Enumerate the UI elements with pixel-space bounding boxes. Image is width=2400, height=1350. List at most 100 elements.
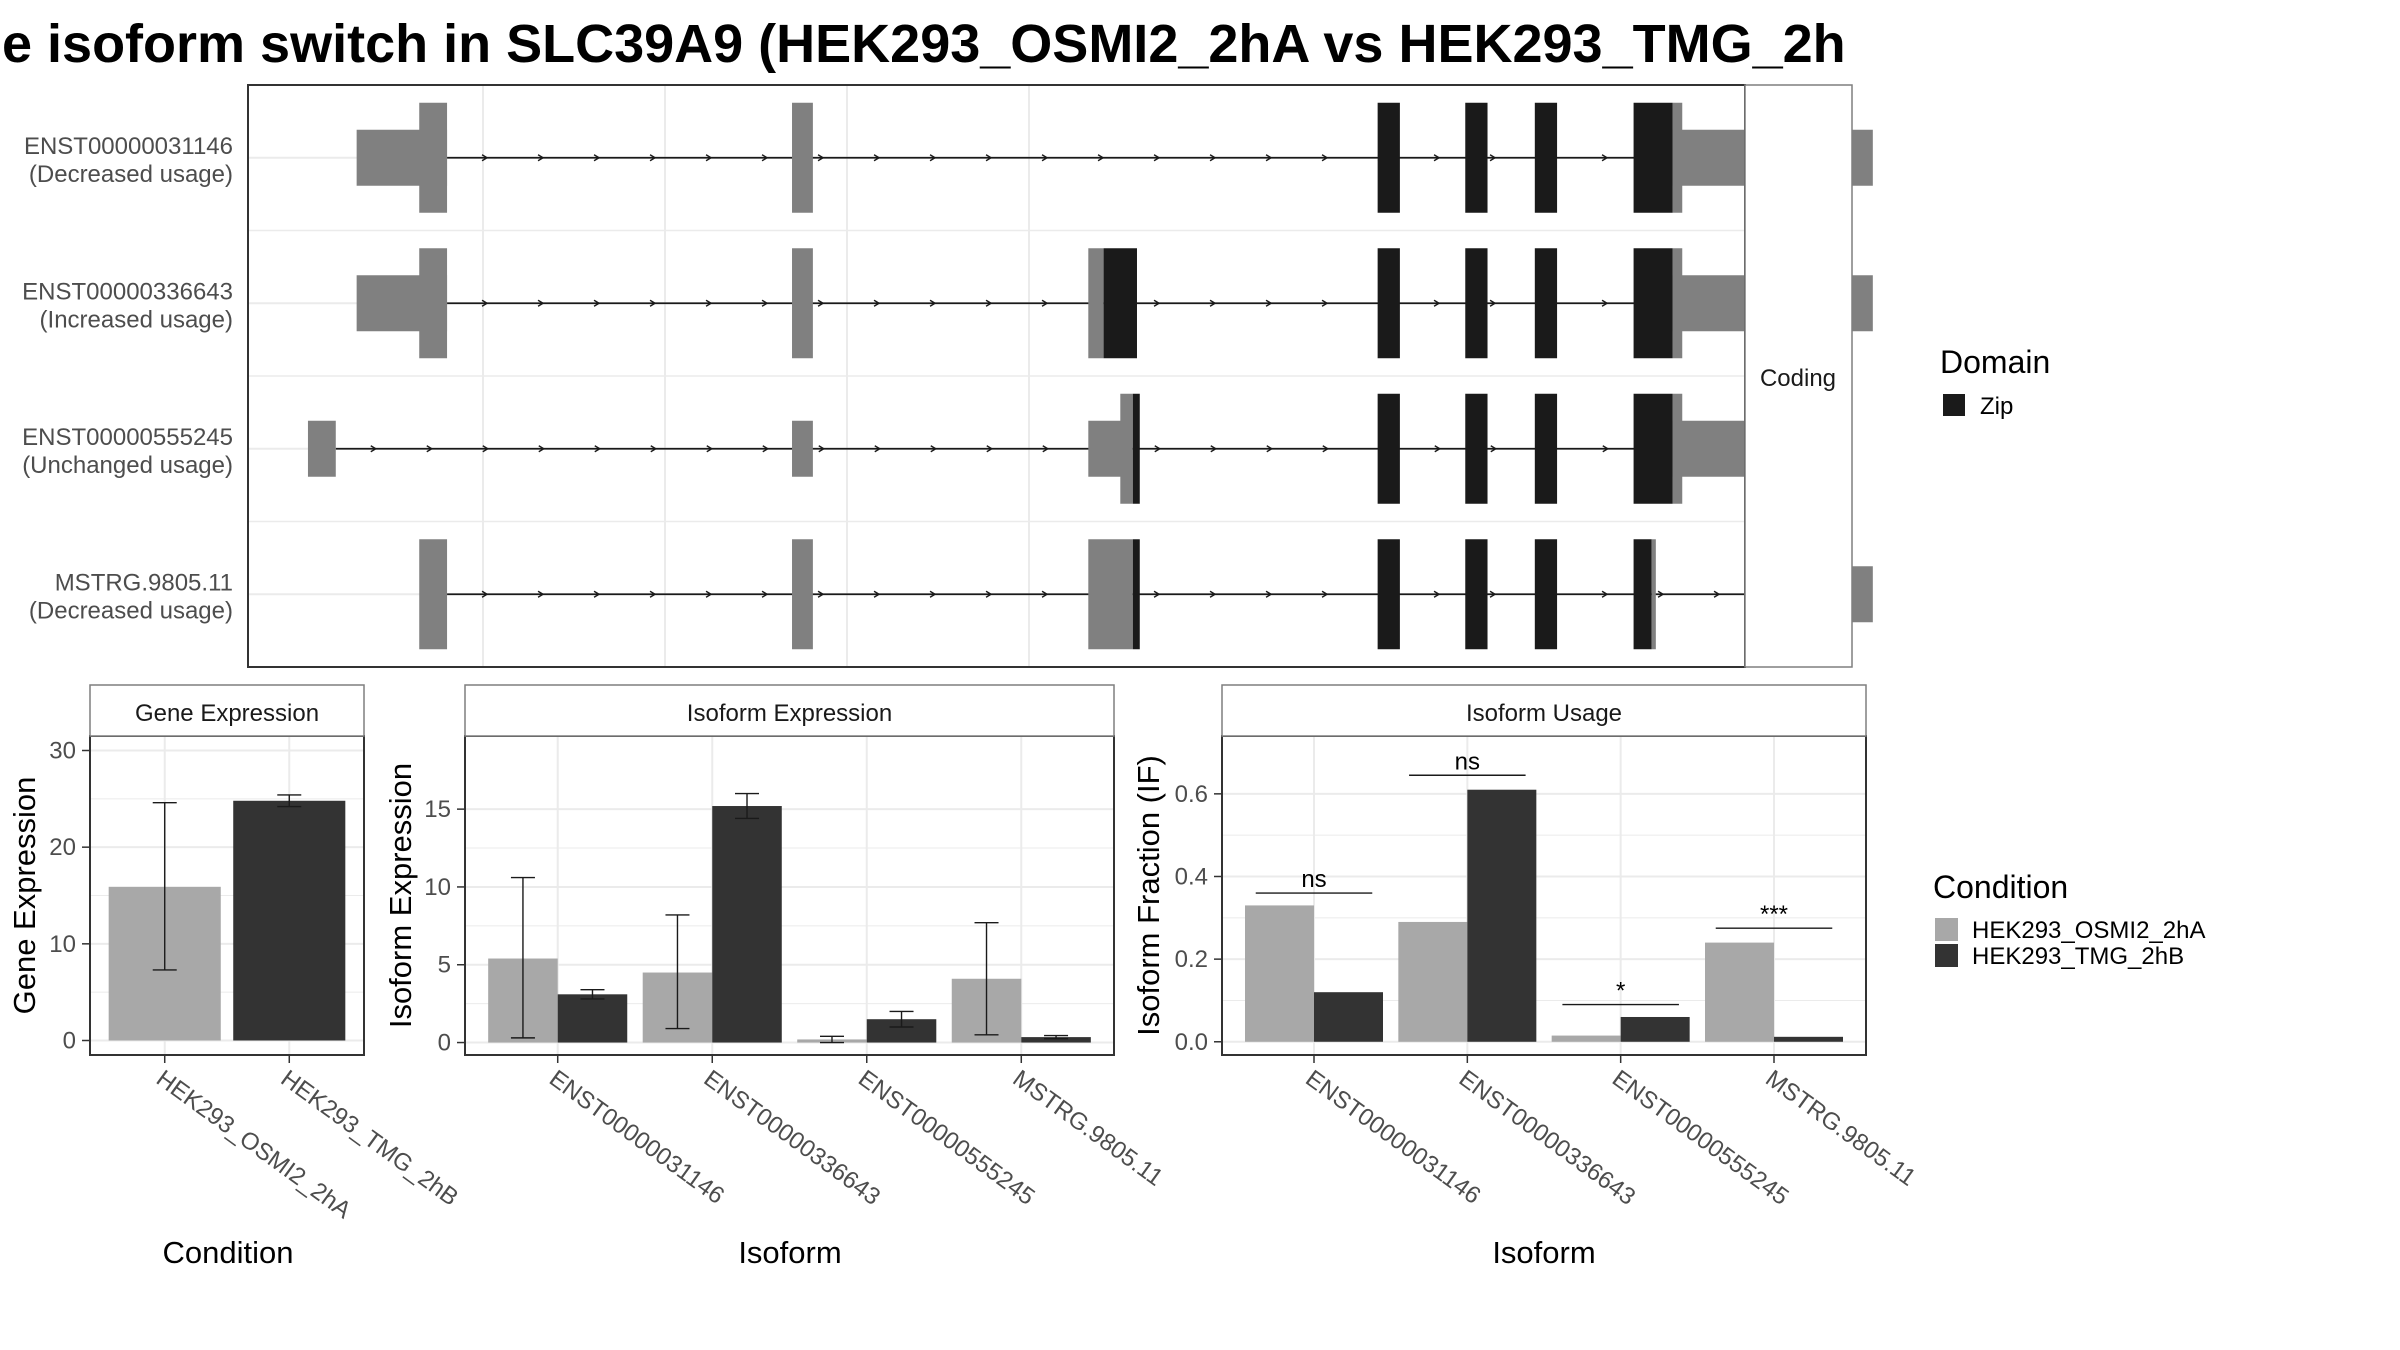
intron-arrow (650, 445, 658, 453)
transcript-status-label: (Unchanged usage) (22, 452, 233, 479)
transcript-status-label: (Decreased usage) (29, 161, 233, 188)
exon-block (419, 539, 448, 650)
y-axis-title: Isoform Expression (383, 763, 418, 1028)
y-tick-label: 30 (49, 738, 76, 765)
y-tick-label: 0.0 (1175, 1029, 1208, 1056)
intron-arrow (1265, 299, 1273, 307)
zip-domain-exon (1132, 393, 1140, 504)
zip-domain-exon (1377, 539, 1400, 650)
y-tick-label: 0 (438, 1030, 451, 1057)
intron-arrow (929, 154, 937, 162)
intron-arrow (426, 445, 434, 453)
intron-arrow (1489, 299, 1497, 307)
intron-arrow (1210, 445, 1218, 453)
exon-block (1672, 248, 1683, 359)
bar (1774, 1036, 1843, 1042)
domain-legend-key (1943, 394, 1965, 416)
y-tick-label: 0.2 (1175, 946, 1208, 973)
exon-block (1672, 102, 1683, 213)
intron-arrow (1041, 590, 1049, 598)
panel-strip (464, 684, 1115, 737)
exon-block (1088, 420, 1122, 477)
zip-domain-exon (1377, 102, 1400, 213)
intron-arrow (1265, 590, 1273, 598)
exon-block (792, 539, 813, 650)
panel-strip-title: Gene Expression (135, 700, 319, 727)
zip-domain-exon (1534, 102, 1558, 213)
intron-arrow (705, 299, 713, 307)
intron-arrow (762, 445, 770, 453)
intron-arrow (985, 154, 993, 162)
y-tick-label: 10 (49, 931, 76, 958)
zip-domain-exon (1534, 393, 1558, 504)
x-axis-title: Condition (163, 1235, 294, 1270)
bar (557, 994, 628, 1043)
intron-arrow (817, 590, 825, 598)
intron-arrow (537, 590, 545, 598)
intron-arrow (1042, 445, 1050, 453)
exon-block (307, 420, 336, 477)
y-axis-title: Isoform Fraction (IF) (1131, 755, 1166, 1036)
intron-arrow (761, 154, 769, 162)
zip-domain-exon (1465, 102, 1488, 213)
intron-arrow (1601, 299, 1609, 307)
zip-domain-exon (1103, 248, 1137, 359)
y-tick-label: 0.6 (1175, 781, 1208, 808)
exon-block (1088, 539, 1133, 650)
intron-arrow (1209, 299, 1217, 307)
x-tick-label: MSTRG.9805.11 (1008, 1065, 1168, 1192)
facet-strip (1744, 84, 1853, 668)
intron-arrow (1601, 590, 1609, 598)
exon-block (419, 102, 448, 213)
panel-strip-title: Isoform Expression (687, 700, 892, 727)
intron-arrow (874, 445, 882, 453)
y-tick-label: 15 (424, 796, 451, 823)
intron-arrow (1434, 445, 1442, 453)
exon-block (1120, 393, 1133, 504)
intron-arrow (481, 154, 489, 162)
intron-arrow (593, 154, 601, 162)
intron-arrow (1489, 154, 1497, 162)
domain-legend-title: Domain (1940, 344, 2050, 380)
intron-arrow (1154, 445, 1162, 453)
intron-arrow (929, 590, 937, 598)
bar (1551, 1035, 1621, 1042)
intron-arrow (1097, 154, 1105, 162)
intron-arrow (1321, 154, 1329, 162)
bar (1398, 921, 1468, 1042)
intron-arrow (1321, 299, 1329, 307)
condition-legend-label: HEK293_OSMI2_2hA (1972, 917, 2205, 944)
intron-arrow (1153, 299, 1161, 307)
intron-arrow (1041, 154, 1049, 162)
zip-domain-exon (1633, 393, 1673, 504)
transcript-id-label: ENST00000555245 (22, 424, 233, 451)
intron-arrow (1153, 154, 1161, 162)
intron-arrow (538, 445, 546, 453)
intron-arrow (1433, 154, 1441, 162)
intron-arrow (706, 445, 714, 453)
significance-label: *** (1760, 901, 1788, 928)
intron-arrow (817, 299, 825, 307)
intron-arrow (1266, 445, 1274, 453)
intron-arrow (481, 299, 489, 307)
intron-arrow (1490, 445, 1498, 453)
intron-arrow (537, 154, 545, 162)
intron-arrow (985, 590, 993, 598)
domain-legend-label: Zip (1980, 393, 2013, 420)
bar (1245, 905, 1314, 1042)
intron-arrow (481, 590, 489, 598)
condition-legend-title: Condition (1933, 869, 2068, 905)
intron-arrow (1433, 299, 1441, 307)
zip-domain-exon (1633, 539, 1652, 650)
y-tick-label: 0.4 (1175, 863, 1208, 890)
panel-strip-title: Isoform Usage (1466, 700, 1622, 727)
intron-arrow (537, 299, 545, 307)
facet-strip-label: Coding (1760, 365, 1836, 392)
transcript-id-label: ENST00000031146 (24, 133, 233, 160)
exon-block (1088, 248, 1104, 359)
intron-arrow (649, 299, 657, 307)
x-tick-label: MSTRG.9805.11 (1760, 1065, 1920, 1192)
bar (233, 800, 346, 1041)
bar (1467, 789, 1537, 1042)
